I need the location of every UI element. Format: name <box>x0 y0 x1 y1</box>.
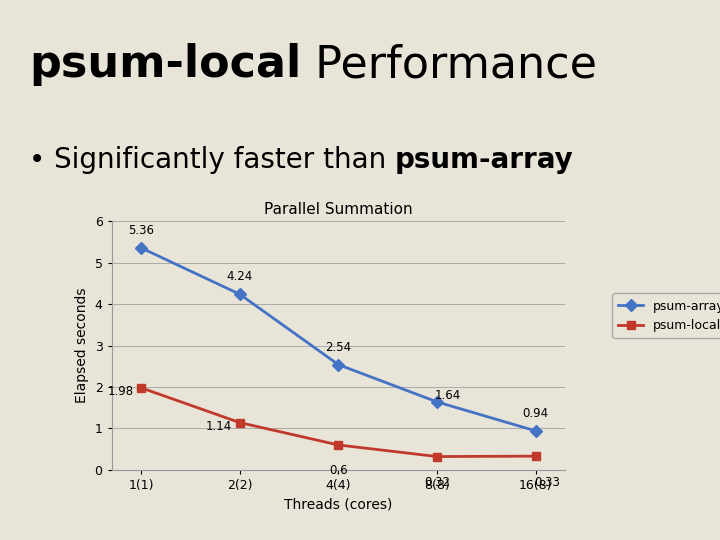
psum-array <box>531 428 540 434</box>
psum-local <box>235 420 244 426</box>
Text: 0.94: 0.94 <box>523 407 549 420</box>
psum-local <box>137 384 145 391</box>
psum-array <box>433 399 441 405</box>
X-axis label: Threads (cores): Threads (cores) <box>284 497 392 511</box>
Legend: psum-array, psum-local: psum-array, psum-local <box>612 293 720 338</box>
Text: Significantly faster than: Significantly faster than <box>54 146 395 174</box>
Text: psum-local: psum-local <box>29 43 301 86</box>
psum-local <box>334 442 343 448</box>
Title: Parallel Summation: Parallel Summation <box>264 202 413 218</box>
Line: psum-local: psum-local <box>137 383 540 461</box>
Text: 0.6: 0.6 <box>329 464 348 477</box>
psum-local <box>433 453 441 460</box>
Text: •: • <box>29 146 54 174</box>
Text: 0.33: 0.33 <box>534 476 559 489</box>
Y-axis label: Elapsed seconds: Elapsed seconds <box>75 288 89 403</box>
Line: psum-array: psum-array <box>137 244 540 435</box>
Text: 4.24: 4.24 <box>227 270 253 283</box>
Text: Performance: Performance <box>301 43 597 86</box>
Text: 2.54: 2.54 <box>325 341 351 354</box>
Text: 1.98: 1.98 <box>107 385 133 398</box>
Text: 5.36: 5.36 <box>128 224 154 237</box>
psum-array <box>334 361 343 368</box>
psum-array <box>235 291 244 298</box>
psum-array <box>137 245 145 251</box>
psum-local <box>531 453 540 460</box>
Text: 1.64: 1.64 <box>435 389 462 402</box>
Text: psum-array: psum-array <box>395 146 574 174</box>
Text: 0.32: 0.32 <box>424 476 450 489</box>
Text: 1.14: 1.14 <box>206 420 232 433</box>
